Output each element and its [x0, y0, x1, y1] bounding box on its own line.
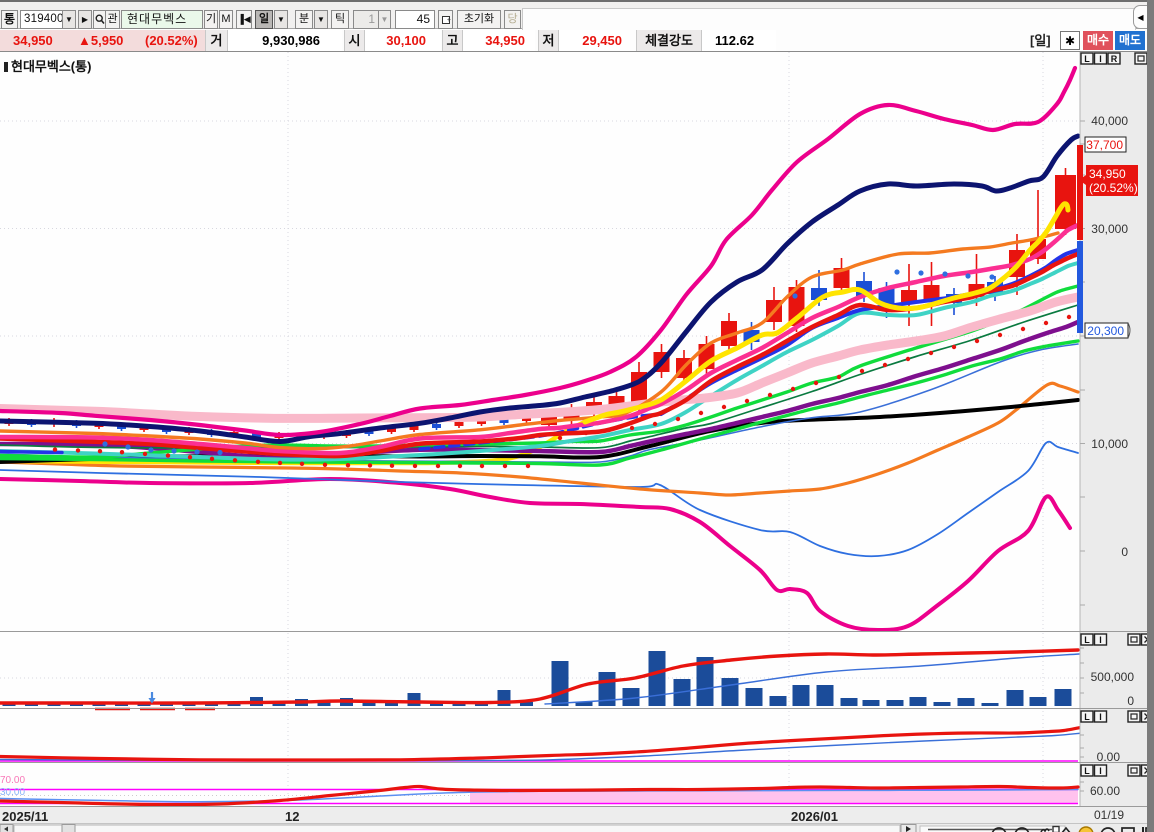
svg-text:20,300: 20,300 [1087, 324, 1124, 338]
svg-text:500,000: 500,000 [1091, 670, 1135, 684]
svg-text:34,950: 34,950 [1089, 167, 1126, 181]
svg-text:I: I [1099, 635, 1102, 645]
svg-text:0: 0 [1121, 545, 1128, 559]
svg-text:30,000: 30,000 [1091, 222, 1128, 236]
svg-text:40,000: 40,000 [1091, 114, 1128, 128]
svg-text:01/19: 01/19 [1094, 808, 1124, 822]
svg-text:0.00: 0.00 [1097, 750, 1121, 764]
svg-text:R: R [1111, 54, 1118, 64]
svg-text:I: I [1099, 712, 1102, 722]
svg-text:(20.52%): (20.52%) [1089, 181, 1138, 195]
svg-text:L: L [1084, 54, 1090, 64]
svg-text:60.00: 60.00 [1090, 784, 1120, 798]
svg-text:I: I [1099, 54, 1102, 64]
svg-text:I: I [1099, 766, 1102, 776]
svg-text:0: 0 [1127, 694, 1134, 708]
svg-text:L: L [1084, 766, 1090, 776]
svg-text:L: L [1084, 635, 1090, 645]
svg-text:L: L [1084, 712, 1090, 722]
svg-text:10,000: 10,000 [1091, 437, 1128, 451]
svg-text:37,700: 37,700 [1086, 138, 1123, 152]
svg-text:현대무벡스(통): 현대무벡스(통) [11, 59, 91, 74]
